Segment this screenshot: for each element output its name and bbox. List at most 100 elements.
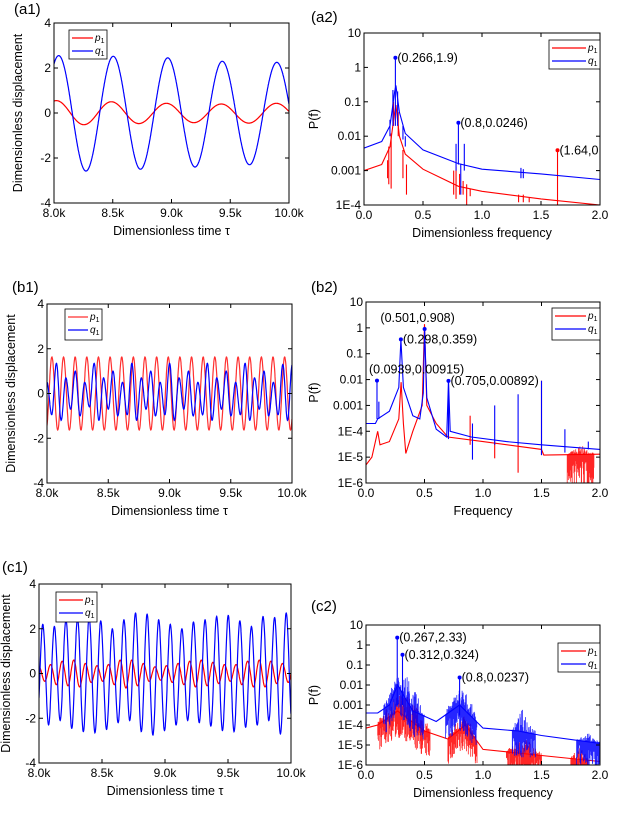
legend-label-q1: q1 bbox=[95, 46, 105, 58]
legend-box bbox=[551, 307, 601, 341]
y-tick-label: 0.1 bbox=[344, 95, 361, 109]
peak-marker bbox=[395, 635, 400, 640]
peak-annotation: (0.312,0.324) bbox=[405, 648, 479, 662]
plot-area: (0.267,2.33) (0.312,0.324) (0.8,0.0237) bbox=[366, 631, 600, 765]
legend-label-text: p bbox=[587, 311, 594, 322]
y-tick-label: 4 bbox=[29, 577, 36, 591]
y-tick-label: -4 bbox=[25, 756, 36, 770]
x-tick-label: 1.5 bbox=[533, 486, 550, 500]
series-line-q1 bbox=[39, 612, 291, 736]
series-q1 bbox=[47, 362, 292, 422]
peak-marker bbox=[457, 675, 462, 680]
plot-area: (0.266,1.9) (0.8,0.0246) (1.64,0.00 bbox=[364, 51, 600, 205]
legend-label-text: q bbox=[588, 659, 594, 670]
peak-marker bbox=[398, 337, 403, 342]
x-tick-label: 1.0 bbox=[474, 208, 491, 222]
peak-annotation: (0.0939,0.00915) bbox=[369, 363, 464, 377]
legend-label-p1: p1 bbox=[587, 311, 598, 323]
y-tick-label: 0.1 bbox=[346, 347, 363, 361]
peak-annotation: (0.8,0.0237) bbox=[462, 671, 529, 685]
series-p1 bbox=[47, 355, 292, 432]
x-axis-title: Dimensionless frequency bbox=[413, 786, 553, 800]
x-tick-label: 8.5k bbox=[97, 486, 121, 500]
y-tick-label: 0.01 bbox=[340, 373, 364, 387]
y-tick-label: 1E-6 bbox=[338, 758, 364, 772]
x-tick-label: 0.0 bbox=[358, 768, 375, 782]
x-tick-label: 2.0 bbox=[592, 486, 609, 500]
series-q1 bbox=[366, 328, 600, 460]
x-tick-label: 0.0 bbox=[356, 208, 373, 222]
x-tick-label: 8.0k bbox=[28, 766, 52, 780]
peak-annotation: (0.298,0.359) bbox=[403, 332, 477, 346]
y-axis-title: P(f) bbox=[307, 685, 321, 705]
y-tick-label: 2 bbox=[37, 342, 44, 356]
x-tick-label: 8.0k bbox=[43, 206, 67, 220]
y-tick-label: 4 bbox=[44, 16, 51, 30]
x-tick-label: 0.5 bbox=[416, 486, 433, 500]
series-line-q1 bbox=[366, 328, 600, 450]
x-tick-label: 9.5k bbox=[219, 206, 243, 220]
legend-label-q1: q1 bbox=[588, 659, 598, 671]
peak-marker bbox=[422, 326, 427, 331]
legend-label-q1: q1 bbox=[85, 608, 95, 620]
legend-label-text: q bbox=[588, 324, 594, 335]
legend-subscript: 1 bbox=[91, 613, 95, 620]
y-tick-label: 0 bbox=[44, 106, 51, 120]
legend-subscript: 1 bbox=[96, 330, 100, 337]
panel-b1: 8.0k 8.5k 9.0k 9.5k 10.0k -4 -2 0 2 4 Dimensionles… bbox=[4, 279, 308, 518]
y-tick-label: -2 bbox=[40, 151, 51, 165]
legend-subscript: 1 bbox=[594, 664, 598, 671]
x-tick-label: 1.0 bbox=[475, 768, 492, 782]
plot-area: (0.501,0.908) (0.298,0.359) (0.0939,0.0091… bbox=[366, 311, 600, 483]
legend-subscript: 1 bbox=[594, 651, 598, 658]
x-tick-label: 8.0k bbox=[36, 486, 60, 500]
legend-label-text: q bbox=[95, 46, 101, 57]
y-tick-label: -2 bbox=[25, 711, 36, 725]
series-p1 bbox=[39, 659, 291, 689]
series-line-p1 bbox=[39, 659, 291, 689]
peak-annotation: (0.501,0.908) bbox=[380, 311, 454, 325]
legend-label-text: q bbox=[90, 325, 96, 336]
x-tick-label: 9.0k bbox=[160, 206, 184, 220]
series-line-p1 bbox=[54, 100, 289, 126]
x-tick-label: 9.5k bbox=[217, 766, 241, 780]
panel-c2: (0.267,2.33) (0.312,0.324) (0.8,0.0237) 0.0… bbox=[307, 598, 609, 800]
legend-label-text: p bbox=[587, 43, 594, 54]
legend-subscript: 1 bbox=[594, 329, 598, 336]
series-line-p1 bbox=[47, 355, 292, 432]
legend-label-q1: q1 bbox=[90, 325, 100, 337]
x-tick-label: 1.5 bbox=[533, 208, 550, 222]
legend-label-p1: p1 bbox=[94, 33, 105, 45]
panel-label: (a1) bbox=[14, 1, 41, 18]
legend-box bbox=[68, 29, 108, 60]
legend-box bbox=[55, 591, 98, 623]
y-tick-label: 10 bbox=[350, 618, 364, 632]
panel-label: (b2) bbox=[311, 279, 338, 296]
peak-marker bbox=[393, 55, 398, 60]
series-line-p1 bbox=[366, 324, 600, 466]
y-tick-label: 0.001 bbox=[331, 164, 361, 178]
panel-label: (c2) bbox=[311, 598, 337, 615]
y-tick-label: 2 bbox=[29, 622, 36, 636]
y-tick-label: 1E-5 bbox=[338, 738, 364, 752]
panel-a1: 8.0k 8.5k 9.0k 9.5k 10.0k -4 -2 0 2 4 Dimensionles… bbox=[11, 1, 305, 238]
y-tick-label: 0.01 bbox=[338, 129, 362, 143]
y-axis-title: Dimensionless displacement bbox=[4, 314, 18, 473]
y-tick-label: 0.001 bbox=[333, 398, 363, 412]
legend-label-text: p bbox=[84, 595, 91, 606]
peak-annotation: (0.266,1.9) bbox=[397, 51, 457, 65]
legend-subscript: 1 bbox=[101, 51, 105, 58]
noise-band-p1 bbox=[506, 740, 542, 765]
legend-label-text: q bbox=[85, 608, 91, 619]
y-tick-label: 4 bbox=[37, 297, 44, 311]
noise-band-q1 bbox=[383, 674, 425, 740]
noise-band-p1 bbox=[566, 446, 595, 483]
x-axis-title: Dimensionless frequency bbox=[412, 226, 552, 240]
x-tick-label: 2.0 bbox=[592, 208, 609, 222]
x-tick-label: 8.5k bbox=[91, 766, 115, 780]
x-axis-title: Frequency bbox=[453, 504, 513, 518]
